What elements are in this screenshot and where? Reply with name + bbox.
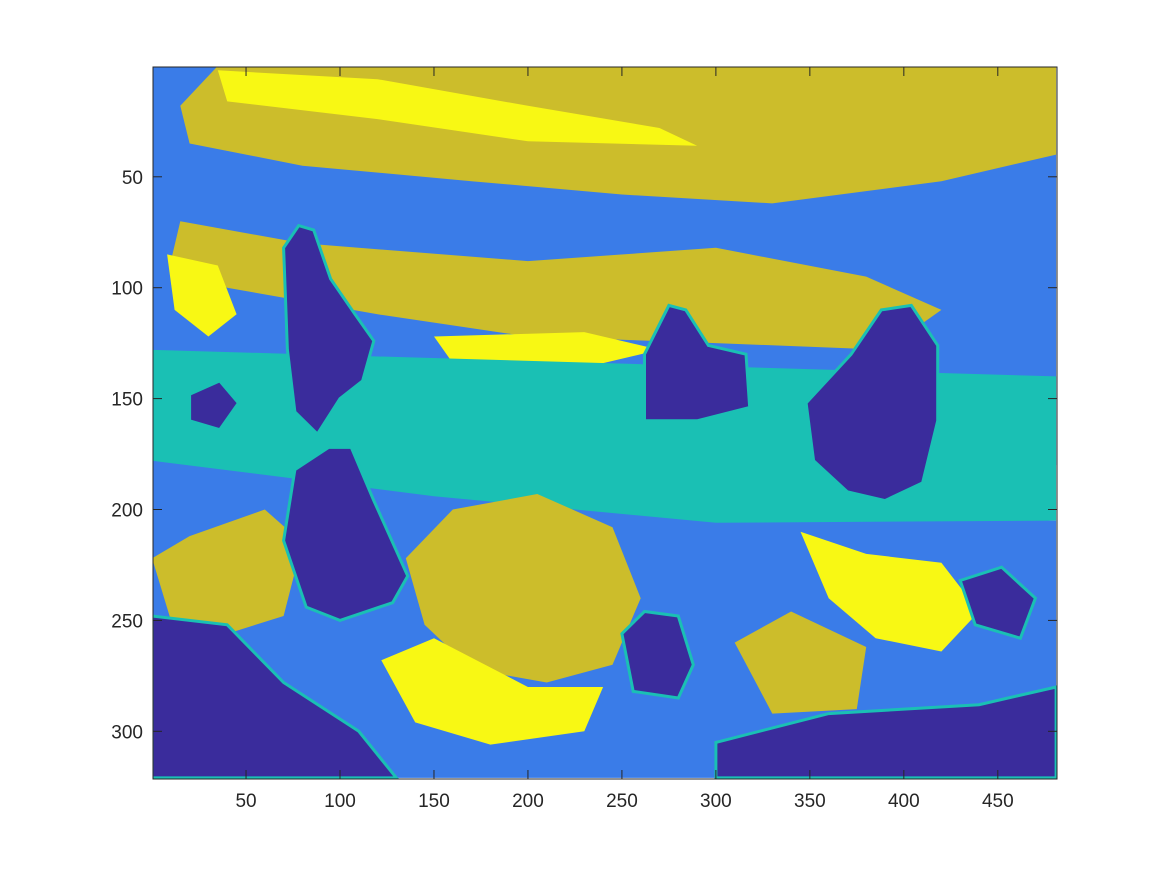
region-foreground-yellow-center <box>381 638 604 745</box>
region-rock-right <box>804 303 940 503</box>
region-bottom-dark-left <box>153 614 400 779</box>
x-tick-label: 400 <box>888 791 920 812</box>
region-blob-dark-far-right <box>958 565 1038 641</box>
x-tick-label: 50 <box>235 791 256 812</box>
y-tick-label: 300 <box>111 722 143 743</box>
region-sky-yellow-left <box>167 254 237 337</box>
x-tick-label: 150 <box>418 791 450 812</box>
y-tick-label: 150 <box>111 390 143 411</box>
x-tick-label: 300 <box>700 791 732 812</box>
region-sky-yellow-top <box>217 70 698 146</box>
x-tick-label: 250 <box>606 791 638 812</box>
region-foreground-khaki-left <box>153 509 303 634</box>
region-rock-bottom-center <box>620 609 695 700</box>
region-sky-band-khaki <box>170 221 942 350</box>
region-rock-left-lower <box>282 445 410 622</box>
axes-box <box>152 66 1058 780</box>
x-tick-label: 450 <box>982 791 1014 812</box>
y-tick-label: 200 <box>111 501 143 522</box>
region-rock-center <box>643 303 752 423</box>
y-tick-label: 100 <box>111 279 143 300</box>
region-foreground-khaki-right <box>734 611 867 714</box>
y-tick-label: 250 <box>111 611 143 632</box>
x-tick-label: 200 <box>512 791 544 812</box>
region-rock-left-upper <box>282 223 376 437</box>
x-axis: 50 100 150 200 250 300 350 400 450 <box>235 67 1014 812</box>
region-foreground-khaki-center <box>405 494 641 683</box>
region-blob-dark-left-mid <box>188 379 241 432</box>
y-axis: 50 100 150 200 250 300 <box>111 168 1057 743</box>
region-foreground-yellow-right <box>800 531 979 652</box>
x-tick-label: 100 <box>324 791 356 812</box>
heatmap-image <box>153 67 1057 779</box>
y-tick-label: 50 <box>122 168 143 189</box>
x-tick-label: 350 <box>794 791 826 812</box>
